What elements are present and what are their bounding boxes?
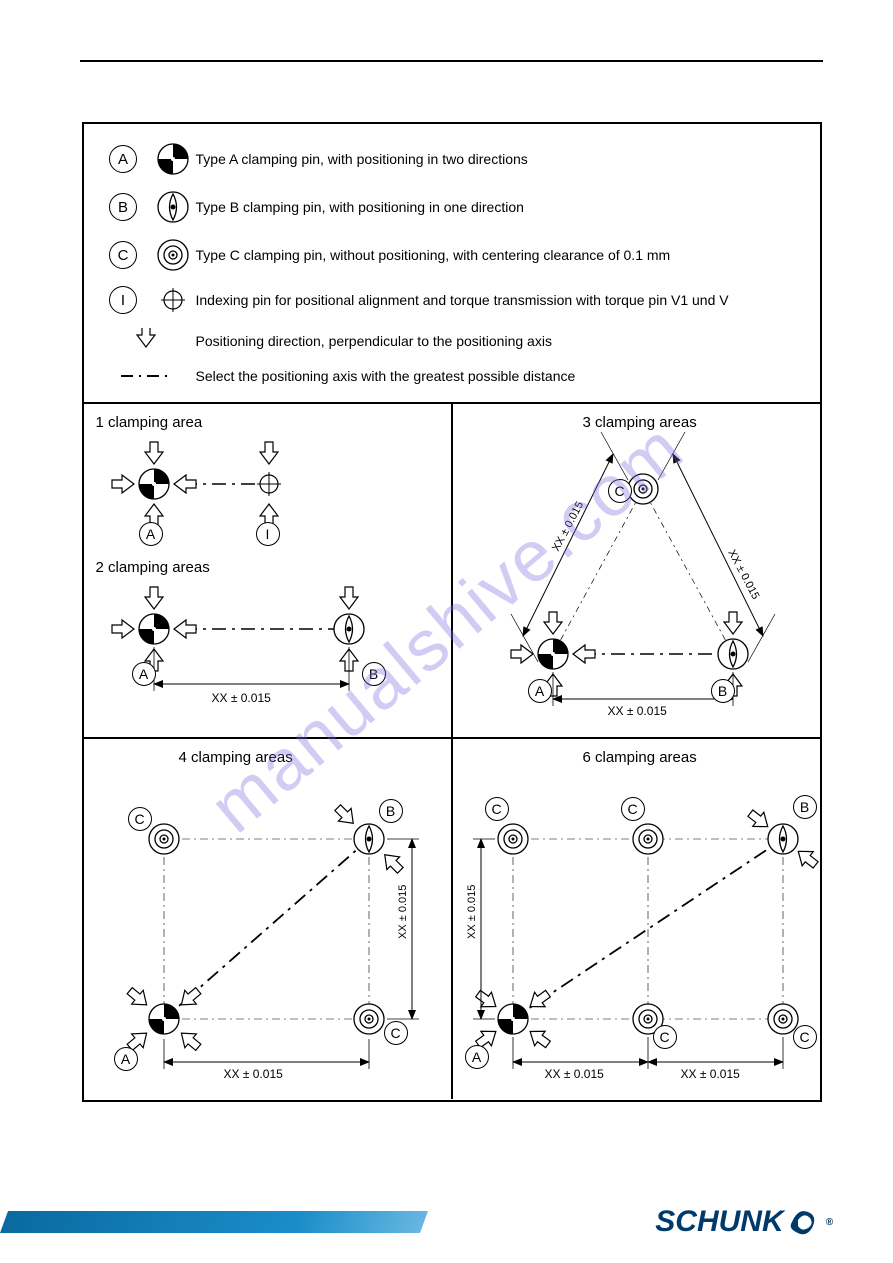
label-3-B: B (711, 679, 735, 703)
label-4-A: A (114, 1047, 138, 1071)
legend-text-axis: Select the positioning axis with the gre… (196, 368, 808, 384)
cell-4-areas: 4 clamping areas (84, 739, 451, 1099)
legend-letter-A: A (109, 145, 137, 173)
cell-3-areas: 3 clamping areas (451, 404, 820, 737)
label-3-C: C (608, 479, 632, 503)
label-6-C4: C (793, 1025, 817, 1049)
grid-row-2: 4 clamping areas (84, 739, 820, 1099)
legend-row-a: A Type A clamping pin, with positioning … (96, 142, 808, 176)
dim-6-h1: XX ± 0.015 (545, 1067, 604, 1081)
pin-i-icon (151, 286, 196, 314)
label-4-C2: C (384, 1021, 408, 1045)
dim-3-bottom: XX ± 0.015 (608, 704, 667, 718)
label-4-C1: C (128, 807, 152, 831)
brand-reg: ® (826, 1217, 833, 1228)
cell-1-2-areas: 1 clamping area A I 2 clamping areas (84, 404, 451, 737)
legend-row-arrow: Positioning direction, perpendicular to … (96, 328, 808, 354)
brand-icon (788, 1206, 824, 1238)
cell-6-areas: 6 clamping areas (451, 739, 820, 1099)
title-4-areas: 4 clamping areas (179, 749, 293, 766)
title-2-areas: 2 clamping areas (96, 559, 210, 576)
legend-row-c: C Type C clamping pin, without positioni… (96, 238, 808, 272)
label-1a-I: I (256, 522, 280, 546)
title-1-area: 1 clamping area (96, 414, 203, 431)
legend-letter-C: C (109, 241, 137, 269)
legend-letter-B: B (109, 193, 137, 221)
footer-stripe (0, 1211, 428, 1233)
label-1a-A: A (139, 522, 163, 546)
diagram-1-area (94, 434, 344, 534)
pin-b-icon (151, 190, 196, 224)
grid-row-1: 1 clamping area A I 2 clamping areas (84, 404, 820, 739)
label-6-A: A (465, 1045, 489, 1069)
svg-text:XX ± 0.015: XX ± 0.015 (725, 548, 761, 602)
label-6-C1: C (485, 797, 509, 821)
brand-name: SCHUNK (655, 1205, 783, 1239)
label-4-B: B (379, 799, 403, 823)
legend-panel: A Type A clamping pin, with positioning … (84, 124, 820, 404)
dim-4-h: XX ± 0.015 (224, 1067, 283, 1081)
arrow-down-icon (96, 328, 196, 354)
legend-row-b: B Type B clamping pin, with positioning … (96, 190, 808, 224)
diagram-3-areas: XX ± 0.015 XX ± 0.015 (453, 424, 823, 734)
label-2a-A: A (132, 662, 156, 686)
dim-6-h2: XX ± 0.015 (681, 1067, 740, 1081)
title-6-areas: 6 clamping areas (583, 749, 697, 766)
label-6-C2: C (621, 797, 645, 821)
svg-text:XX ± 0.015: XX ± 0.015 (466, 885, 478, 939)
label-3-A: A (528, 679, 552, 703)
brand-logo: SCHUNK ® (655, 1205, 833, 1239)
axis-line-icon (96, 375, 196, 377)
legend-text-c: Type C clamping pin, without positioning… (196, 247, 808, 263)
top-rule (80, 60, 823, 62)
legend-letter-I: I (109, 286, 137, 314)
dim-2a: XX ± 0.015 (212, 691, 271, 705)
page-content: A Type A clamping pin, with positioning … (80, 60, 823, 1123)
legend-text-arrow: Positioning direction, perpendicular to … (196, 333, 808, 349)
label-6-B: B (793, 795, 817, 819)
legend-text-b: Type B clamping pin, with positioning in… (196, 199, 808, 215)
legend-row-i: I Indexing pin for positional alignment … (96, 286, 808, 314)
pin-a-icon (151, 142, 196, 176)
svg-text:XX ± 0.015: XX ± 0.015 (397, 885, 409, 939)
legend-row-axis: Select the positioning axis with the gre… (96, 368, 808, 384)
pin-c-icon (151, 238, 196, 272)
footer: SCHUNK ® (0, 1203, 893, 1263)
figure-box: A Type A clamping pin, with positioning … (82, 122, 822, 1102)
label-6-C3: C (653, 1025, 677, 1049)
legend-text-a: Type A clamping pin, with positioning in… (196, 151, 808, 167)
legend-text-i: Indexing pin for positional alignment an… (196, 292, 808, 308)
label-2a-B: B (362, 662, 386, 686)
